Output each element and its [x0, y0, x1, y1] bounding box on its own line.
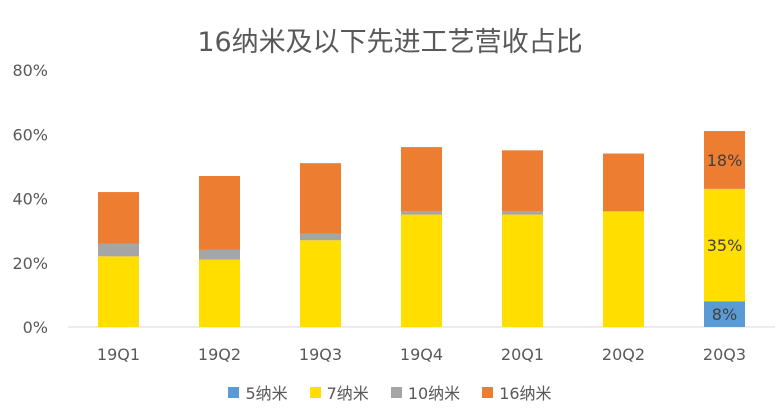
bar-segment-19Q2-16纳米 [199, 176, 240, 250]
bar-segment-19Q1-10纳米 [98, 243, 139, 257]
y-tick-label: 0% [23, 318, 48, 337]
bar-segment-20Q3-16纳米 [704, 131, 745, 189]
bar-segment-19Q1-7纳米 [98, 256, 139, 327]
bars [98, 131, 745, 327]
y-tick-label: 40% [12, 190, 48, 209]
bar-segment-19Q2-7纳米 [199, 259, 240, 327]
legend-label: 16纳米 [499, 384, 552, 403]
legend-item: 10纳米 [390, 380, 461, 404]
legend-item: 16纳米 [482, 380, 552, 404]
y-tick-label: 20% [12, 254, 48, 273]
y-tick-label: 60% [12, 125, 48, 144]
x-tick-label: 19Q4 [400, 345, 443, 364]
data-label: 18% [707, 151, 743, 170]
bar-segment-19Q4-16纳米 [401, 147, 442, 212]
legend-label: 7纳米 [326, 384, 369, 403]
x-tick-label: 19Q2 [198, 345, 241, 364]
legend-swatch [390, 386, 402, 398]
bar-segment-19Q4-7纳米 [401, 214, 442, 327]
bar-segment-20Q1-10纳米 [502, 211, 543, 215]
x-tick-label: 19Q3 [299, 345, 342, 364]
legend-item: 5纳米 [228, 380, 288, 404]
y-tick-label: 80% [12, 61, 48, 80]
bar-segment-19Q3-10纳米 [300, 233, 341, 241]
chart-title: 16纳米及以下先进工艺营收占比 [197, 27, 583, 58]
legend-item: 7纳米 [309, 380, 369, 404]
x-tick-label: 20Q1 [501, 345, 544, 364]
bar-segment-20Q3-5纳米 [704, 301, 745, 327]
data-label: 35% [707, 236, 743, 255]
bar-segment-19Q4-10纳米 [401, 211, 442, 215]
legend-swatch [482, 386, 494, 398]
legend-swatch [228, 386, 240, 398]
x-axis-ticks: 19Q1 19Q2 19Q3 19Q4 20Q1 20Q2 20Q3 [97, 345, 746, 364]
bar-segment-19Q3-16纳米 [300, 163, 341, 234]
data-labels: 8% 35% 18% [707, 151, 743, 324]
x-tick-label: 19Q1 [97, 345, 140, 364]
bar-segment-19Q3-7纳米 [300, 240, 341, 327]
bar-segment-20Q1-16纳米 [502, 150, 543, 212]
legend-label: 10纳米 [407, 384, 461, 403]
bar-segment-19Q1-16纳米 [98, 192, 139, 244]
data-label: 8% [712, 305, 737, 324]
bar-segment-20Q3-7纳米 [704, 188, 745, 302]
legend-swatch [309, 386, 321, 398]
bar-segment-20Q2-7纳米 [603, 211, 644, 327]
bar-segment-20Q1-7纳米 [502, 214, 543, 327]
legend-label: 5纳米 [245, 384, 288, 403]
bar-segment-20Q2-16纳米 [603, 153, 644, 212]
y-axis-ticks: 0% 20% 40% 60% 80% [12, 61, 48, 337]
bar-segment-19Q2-10纳米 [199, 249, 240, 260]
x-tick-label: 20Q2 [602, 345, 645, 364]
legend: 5纳米 7纳米 10纳米 16纳米 [0, 380, 780, 404]
x-tick-label: 20Q3 [703, 345, 746, 364]
